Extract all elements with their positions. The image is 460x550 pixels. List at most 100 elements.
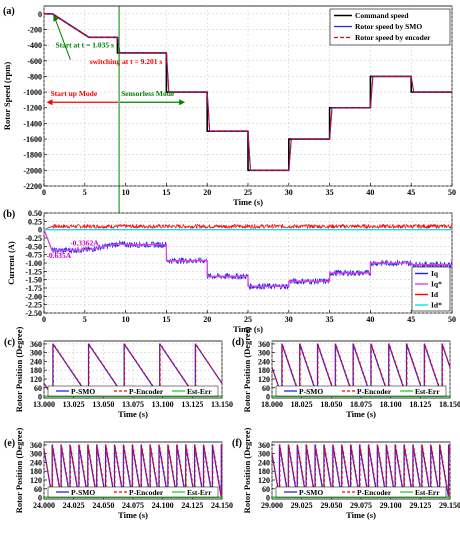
x-tick-label: 24.150 [211,501,233,510]
x-tick-label: 29.000 [261,501,283,510]
y-tick-label: 240 [258,458,270,467]
y-axis-label: Rotor Position (Degree) [14,428,24,514]
y-tick-label: -1400 [23,119,42,128]
x-tick-label: 50 [448,188,456,197]
y-tick-label: 0.25 [28,217,42,226]
y-tick-label: -1800 [23,151,42,160]
panel-label: (e) [4,438,15,449]
x-tick-label: 13.025 [63,400,85,409]
x-tick-label: 35 [326,188,334,197]
x-tick-label: 29.075 [350,501,372,510]
x-tick-label: 45 [407,315,415,324]
y-axis-label: Current (A) [6,241,16,285]
panel-label: (d) [232,337,244,348]
x-tick-label: 20 [203,315,211,324]
y-tick-label: 0 [266,393,270,402]
y-tick-label: -2.00 [25,292,42,301]
legend: P-SMO P-Encoder Est-Err [47,385,219,397]
y-tick-label: -1000 [23,88,42,97]
panel-label: (b) [3,209,15,220]
y-tick-label: 240 [30,357,42,366]
panel-a: 0 5 10 15 20 25 30 35 40 45 50 0 -200 -400 -600 -800 -10… [2,5,456,207]
y-tick-label: -1.00 [25,259,42,268]
x-axis-label: Time (s) [346,409,376,419]
y-tick-label: 120 [30,476,42,485]
legend-entry: P-Encoder [129,387,164,396]
panel-d: 18.000 18.025 18.050 18.075 18.100 18.125 18.1… [232,327,460,419]
y-tick-label: 120 [30,375,42,384]
x-tick-label: 15 [162,315,170,324]
x-tick-label: 29.150 [439,501,460,510]
y-tick-label: 180 [30,467,42,476]
y-tick-label: 60 [34,485,42,494]
y-tick-label: 180 [30,366,42,375]
y-tick-label: 60 [34,384,42,393]
legend-entry: Id* [431,301,442,310]
legend-entry: Est-Err [415,387,440,396]
legend-entry: P-SMO [71,387,95,396]
x-tick-label: 13.150 [211,400,233,409]
legend-entry: Est-Err [415,488,440,497]
x-axis-label: Time (s) [346,510,376,520]
x-tick-label: 18.050 [320,400,342,409]
x-axis-label: Time (s) [233,324,263,334]
series-p-encoder [43,444,223,499]
x-tick-label: 29.050 [320,501,342,510]
y-tick-label: -1.50 [25,276,42,285]
x-tick-label: 24.100 [152,501,174,510]
x-tick-label: 29.025 [291,501,313,510]
y-tick-label: -2.50 [25,309,42,318]
x-tick-label: 50 [448,315,456,324]
legend-entry: Iq [431,269,439,278]
legend-entry: Iq* [431,280,442,289]
y-tick-label: -1600 [23,135,42,144]
x-tick-label: 10 [122,315,130,324]
legend-box [47,486,219,498]
x-tick-label: 15 [162,188,170,197]
x-tick-label: 29.100 [380,501,402,510]
x-tick-label: 18.025 [291,400,313,409]
start-annotation: Start at t = 1.035 s [55,40,114,49]
legend-entry: Rotor speed by encoder [355,33,431,42]
sensorless-mode-arrow-head [179,99,186,106]
panel-label: (f) [232,438,242,449]
x-tick-label: 13.125 [181,400,203,409]
y-tick-label: 120 [258,375,270,384]
startup-mode-label: Start up Mode [51,89,98,98]
y-tick-label: 0 [38,393,42,402]
y-tick-label: 240 [258,357,270,366]
iq-end-annotation: -0.635A [46,251,71,260]
x-tick-label: 13.075 [122,400,144,409]
legend-entry: Rotor speed by SMO [355,22,422,31]
series-id [43,223,453,230]
x-tick-label: 24.025 [63,501,85,510]
panel-c: 13.000 13.025 13.050 13.075 13.100 13.125 13.1… [4,327,233,419]
y-tick-label: 60 [262,384,270,393]
x-tick-label: 40 [366,188,374,197]
legend-box [275,486,447,498]
y-tick-label: 0 [266,494,270,503]
y-tick-label: 360 [30,441,42,450]
x-tick-label: 5 [83,315,87,324]
legend-entry: P-Encoder [357,488,392,497]
panel-e: 24.000 24.025 24.050 24.075 24.100 24.125 24.1… [4,428,233,520]
x-tick-label: 20 [203,188,211,197]
y-tick-label: 360 [258,441,270,450]
y-tick-label: 360 [258,340,270,349]
y-tick-label: 0.50 [28,209,42,218]
y-tick-label: -2200 [23,182,42,191]
x-tick-label: 18.000 [261,400,283,409]
panel-f: 29.000 29.025 29.050 29.075 29.100 29.125 29.1… [232,428,460,520]
y-tick-label: 300 [30,349,42,358]
legend: P-SMO P-Encoder Est-Err [275,385,447,397]
x-axis-label: Time (s) [118,510,148,520]
series-encoder-speed [44,13,452,171]
y-tick-label: -2.25 [25,301,42,310]
series-p-encoder [43,343,223,398]
legend-entry: P-SMO [71,488,95,497]
y-tick-label: -0.50 [25,242,42,251]
y-tick-label: -0.75 [25,251,42,260]
legend-box [275,385,447,397]
x-tick-label: 13.050 [92,400,114,409]
x-tick-label: 45 [407,188,415,197]
